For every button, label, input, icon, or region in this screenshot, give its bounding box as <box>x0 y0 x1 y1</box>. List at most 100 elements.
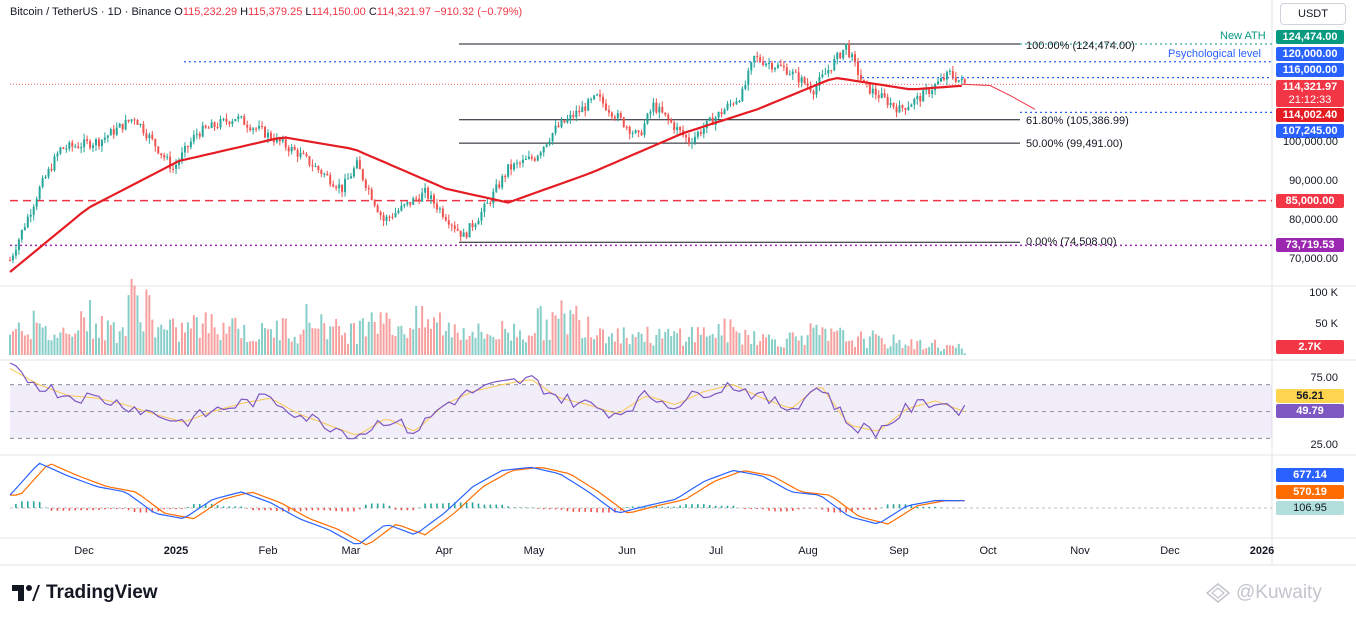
tradingview-logo[interactable]: TradingView <box>12 582 158 604</box>
volume-bar <box>492 336 495 355</box>
volume-bar <box>468 335 471 355</box>
candle-body <box>62 147 65 149</box>
volume-bar <box>791 332 794 355</box>
macd-hist-bar <box>145 508 148 513</box>
macd-hist-bar <box>774 508 776 512</box>
candle-body <box>708 117 711 121</box>
candle-body <box>447 220 450 225</box>
open-label: O <box>174 6 183 18</box>
macd-hist-bar <box>536 508 539 509</box>
volume-bar <box>474 337 477 355</box>
volume-bar <box>139 322 142 355</box>
candle-body <box>391 216 394 218</box>
macd-hist-bar <box>732 505 735 508</box>
candle-body <box>38 186 41 200</box>
candle-body <box>80 147 83 149</box>
candle-body <box>928 89 931 94</box>
candle-body <box>794 71 797 73</box>
volume-bar <box>65 333 68 355</box>
candle-body <box>92 145 95 148</box>
x-tick-apr: Apr <box>435 545 453 557</box>
candle-body <box>741 88 744 102</box>
macd-hist-bar <box>714 505 717 508</box>
macd-hist-bar <box>56 508 59 511</box>
volume-bar <box>762 334 765 355</box>
countdown-tag: 21:12:33 <box>1276 93 1344 107</box>
macd-hist-bar <box>341 508 343 512</box>
volume-bar <box>130 278 133 355</box>
candle-body <box>133 119 136 121</box>
candle-body <box>732 103 735 105</box>
volume-bar <box>225 333 228 355</box>
macd-hist-bar <box>708 505 711 508</box>
volume-bar <box>723 318 726 355</box>
macd-hist-bar <box>453 502 456 508</box>
volume-bar <box>717 323 720 355</box>
volume-bar <box>937 347 940 355</box>
currency-selector[interactable]: USDT <box>1280 3 1346 25</box>
candle-body <box>516 162 519 164</box>
candle-body <box>323 173 326 175</box>
volume-bar <box>394 336 397 355</box>
candle-body <box>539 152 542 156</box>
candle-body <box>355 160 358 169</box>
macd-hist-bar <box>436 503 438 508</box>
volume-bar <box>827 340 830 355</box>
candle-body <box>782 66 785 68</box>
volume-bar <box>287 338 290 355</box>
volume-bar <box>201 323 204 355</box>
volume-bar <box>424 327 427 355</box>
candle-body <box>602 96 604 104</box>
volume-bar <box>240 338 243 355</box>
sma-line <box>9 76 962 273</box>
volume-bar <box>367 321 370 355</box>
candle-body <box>954 77 957 82</box>
candle-body <box>524 159 527 161</box>
candle-body <box>109 129 112 136</box>
candle-body <box>803 77 806 84</box>
volume-bar <box>47 339 50 355</box>
candle-body <box>249 127 252 131</box>
candle-body <box>169 156 172 169</box>
volume-bar <box>625 337 628 355</box>
volume-bar <box>848 340 851 355</box>
candle-body <box>637 130 640 133</box>
candle-body <box>409 201 412 205</box>
volume-bar <box>483 338 486 355</box>
candle-body <box>468 223 471 238</box>
candle-body <box>338 184 341 189</box>
volume-bar <box>572 314 575 355</box>
candle-body <box>658 106 661 113</box>
volume-bar <box>459 339 462 355</box>
price-tick-80k: 80,000.00 <box>1289 214 1338 226</box>
volume-bar <box>352 323 355 355</box>
macd-hist-bar <box>928 506 930 508</box>
volume-bar <box>738 332 741 355</box>
candle-body <box>729 103 732 105</box>
candle-body <box>527 156 530 160</box>
macd-hist-bar <box>614 508 616 513</box>
candle-body <box>685 135 688 138</box>
volume-bar <box>643 341 646 355</box>
candle-body <box>130 119 133 122</box>
candle-body <box>762 61 765 66</box>
volume-bar <box>711 333 714 355</box>
candle-body <box>189 141 192 148</box>
candle-body <box>788 74 791 76</box>
volume-bar <box>877 335 880 355</box>
volume-bar <box>97 337 100 355</box>
macd-hist-bar <box>80 508 82 511</box>
volume-bar <box>892 334 895 355</box>
candle-body <box>750 62 753 71</box>
volume-bar <box>9 334 11 355</box>
candle-body <box>352 168 355 177</box>
volume-bar <box>148 295 151 355</box>
volume-bar <box>682 345 685 355</box>
candle-body <box>344 178 347 193</box>
volume-bar <box>421 305 424 355</box>
volume-bar <box>124 336 127 355</box>
macd-hist-bar <box>566 508 569 512</box>
candle-body <box>625 126 628 128</box>
candle-body <box>421 192 424 202</box>
volume-bars <box>9 278 966 355</box>
